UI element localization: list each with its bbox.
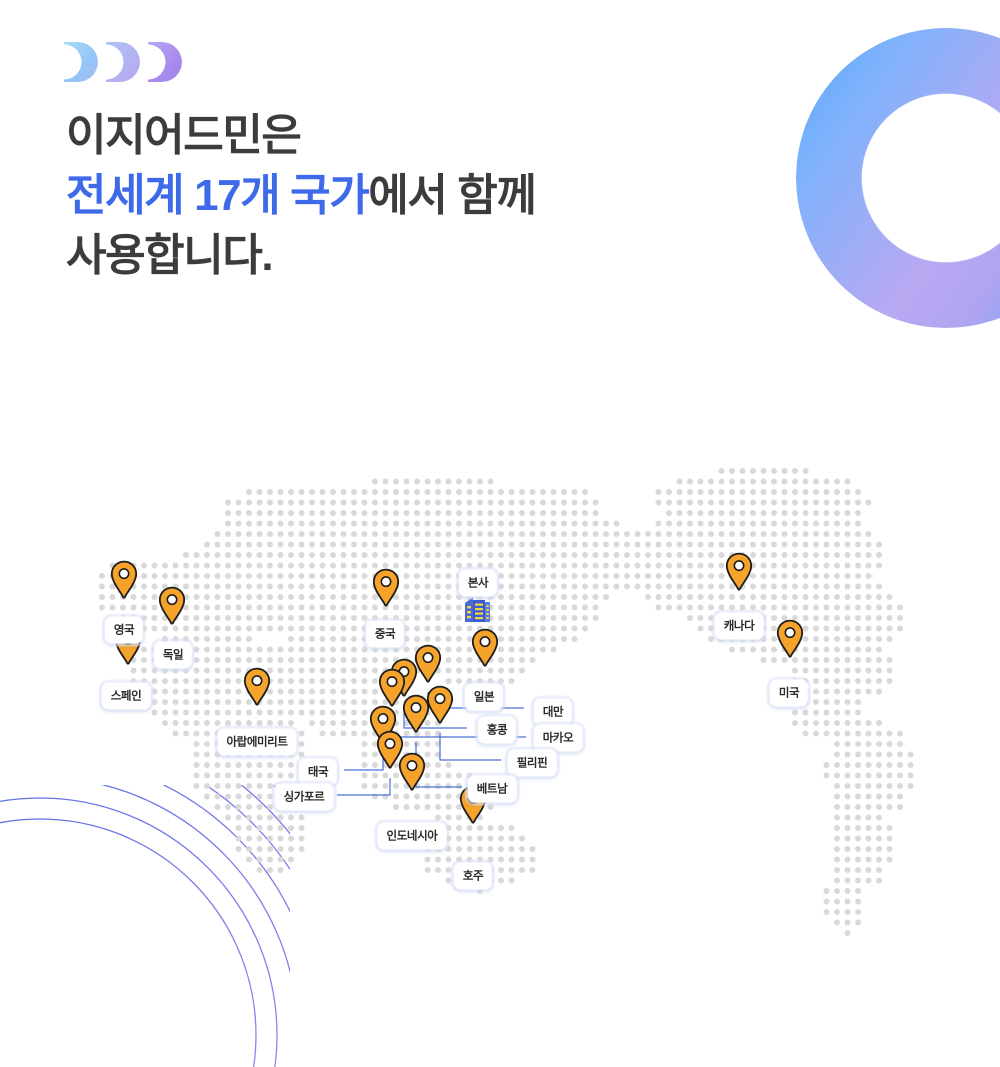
map-label-인도네시아: 인도네시아 bbox=[377, 822, 447, 850]
map-label-베트남: 베트남 bbox=[467, 775, 517, 803]
headline-line-1: 이지어드민은 bbox=[66, 111, 302, 160]
concentric-arcs-decoration bbox=[0, 785, 290, 1067]
map-label-독일: 독일 bbox=[153, 641, 193, 669]
map-label-영국: 영국 bbox=[104, 616, 144, 644]
map-label-headquarters: 본사 bbox=[458, 569, 498, 597]
crescent-2-icon bbox=[106, 42, 140, 82]
map-label-스페인: 스페인 bbox=[101, 682, 151, 710]
map-pin-영국[interactable] bbox=[109, 560, 139, 600]
map-label-미국: 미국 bbox=[769, 679, 809, 707]
map-pin-일본[interactable] bbox=[470, 628, 500, 668]
map-label-대만: 대만 bbox=[533, 698, 573, 726]
map-label-호주: 호주 bbox=[453, 862, 493, 890]
map-label-태국: 태국 bbox=[298, 758, 338, 786]
map-pin-필리핀[interactable] bbox=[425, 685, 455, 725]
map-pin-캐나다[interactable] bbox=[724, 552, 754, 592]
map-label-아랍에미리트: 아랍에미리트 bbox=[217, 728, 297, 756]
page-title: 이지어드민은 전세계 17개 국가에서 함께 사용합니다. bbox=[66, 106, 537, 285]
crescent-3-icon bbox=[148, 42, 182, 82]
map-label-싱가포르: 싱가포르 bbox=[274, 783, 334, 811]
headline-line-2-rest: 에서 함께 bbox=[368, 170, 537, 220]
office-building-icon[interactable] bbox=[463, 591, 493, 623]
map-label-캐나다: 캐나다 bbox=[714, 612, 764, 640]
headline-highlight: 전세계 17개 국가 bbox=[66, 170, 370, 220]
map-pin-마카오[interactable] bbox=[377, 668, 407, 708]
map-pin-대만[interactable] bbox=[413, 644, 443, 684]
map-pin-싱가포르[interactable] bbox=[375, 730, 405, 770]
map-pin-미국[interactable] bbox=[775, 619, 805, 659]
map-pin-베트남[interactable] bbox=[401, 694, 431, 734]
map-label-중국: 중국 bbox=[365, 620, 405, 648]
map-pin-인도네시아[interactable] bbox=[397, 752, 427, 792]
map-pin-아랍에미리트[interactable] bbox=[242, 667, 272, 707]
map-label-마카오: 마카오 bbox=[533, 724, 583, 752]
crescent-1-icon bbox=[64, 42, 98, 82]
crescent-decoration-group bbox=[64, 42, 182, 82]
map-label-필리핀: 필리핀 bbox=[507, 749, 557, 777]
map-pin-중국[interactable] bbox=[371, 568, 401, 608]
map-label-홍콩: 홍콩 bbox=[477, 716, 517, 744]
map-label-일본: 일본 bbox=[464, 683, 504, 711]
map-pin-독일[interactable] bbox=[157, 586, 187, 626]
headline-line-3: 사용합니다. bbox=[66, 230, 274, 280]
gradient-ring-decoration bbox=[796, 28, 1000, 328]
